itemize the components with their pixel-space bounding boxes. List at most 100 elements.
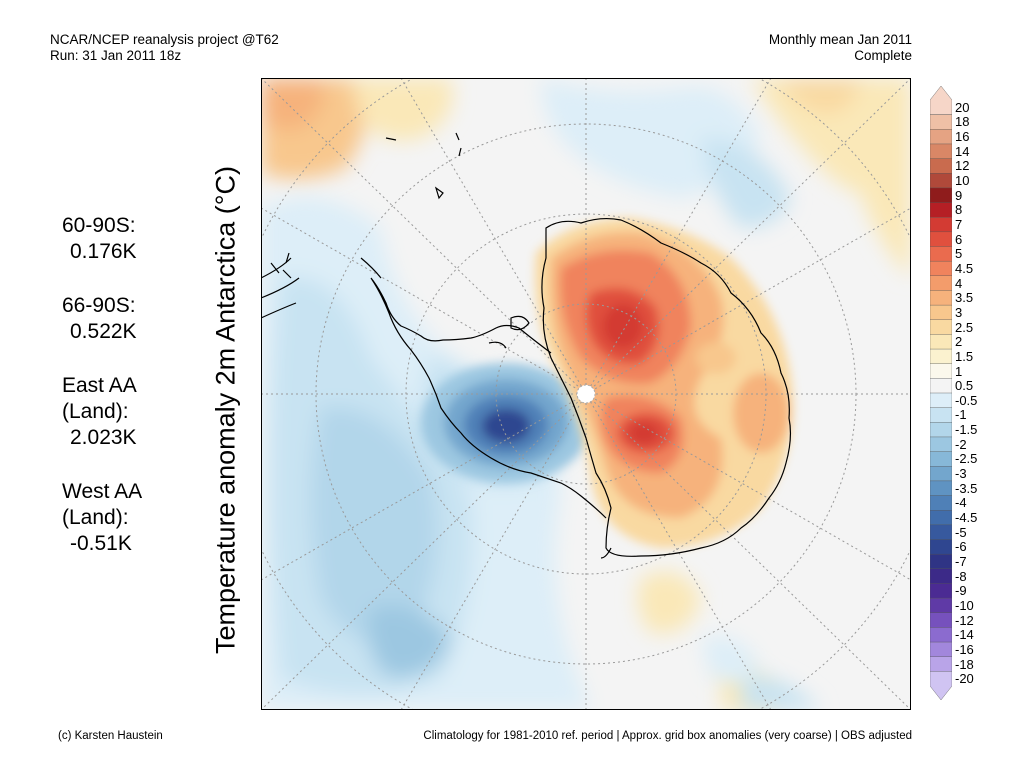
colorbar-label: 2.5 — [955, 319, 974, 335]
colorbar-labels: 20 18 16 14 12 10 9 8 7 6 5 4.5 4 3.5 3 2.5 2 1.5 1 0.5 -0.5… — [955, 86, 1015, 700]
colorbar-label: -9 — [955, 583, 967, 599]
vertical-title: Temperature anomaly 2m Antarctica (°C) — [210, 166, 241, 654]
colorbar-label: 6 — [955, 231, 963, 247]
colorbar-label: -14 — [955, 627, 974, 643]
colorbar-label: 1 — [955, 363, 963, 379]
header-right: Monthly mean Jan 2011 Complete — [769, 32, 912, 64]
colorbar-swatch — [930, 627, 952, 643]
colorbar-swatch — [930, 173, 952, 189]
colorbar-swatch — [930, 641, 952, 658]
colorbar-swatch — [930, 290, 952, 306]
colorbar-swatch — [930, 114, 952, 130]
colorbar-swatch — [930, 392, 952, 409]
colorbar-label: -3 — [955, 466, 967, 482]
colorbar-label: -1.5 — [955, 422, 978, 438]
colorbar-label: 20 — [955, 99, 970, 115]
colorbar-label: 5 — [955, 246, 963, 262]
colorbar-label: 8 — [955, 202, 963, 218]
colorbar-swatch — [930, 187, 952, 204]
colorbar-label: 4 — [955, 275, 963, 291]
colorbar-swatch — [930, 407, 952, 423]
colorbar-label: -16 — [955, 641, 974, 657]
colorbar-swatch — [930, 129, 952, 145]
colorbar-label: -4 — [955, 495, 967, 511]
stats-panel: 60-90S: 0.176K 66-90S: 0.522K East AA (L… — [62, 213, 172, 585]
header-period: Monthly mean Jan 2011 — [768, 32, 912, 47]
stat-value: 2.023K — [70, 426, 137, 449]
colorbar-swatch — [930, 466, 952, 482]
stat-66-90s: 66-90S: 0.522K — [62, 293, 172, 345]
stat-label: East AA (Land): — [62, 374, 136, 423]
colorbar-swatch — [930, 348, 952, 365]
colorbar-label: 0.5 — [955, 378, 974, 394]
colorbar-swatch — [930, 656, 952, 673]
colorbar-swatch — [930, 436, 952, 453]
colorbar-swatch — [930, 480, 952, 497]
colorbar-label: -0.5 — [955, 392, 978, 408]
colorbar-label: 9 — [955, 187, 963, 203]
colorbar-label: 3.5 — [955, 290, 974, 306]
colorbar-swatch — [930, 319, 952, 336]
colorbar-label: -8 — [955, 568, 967, 584]
colorbar-swatch — [930, 553, 952, 570]
colorbar-swatch — [930, 378, 952, 394]
footer-note: Climatology for 1981-2010 ref. period | … — [423, 730, 912, 742]
colorbar-swatch — [930, 231, 952, 248]
colorbar-label: -12 — [955, 612, 974, 628]
header-status: Complete — [854, 48, 912, 63]
colorbar-swatch — [930, 158, 952, 174]
header-left: NCAR/NCEP reanalysis project @T62 Run: 3… — [50, 32, 279, 64]
colorbar-swatch — [930, 597, 952, 614]
west-antarctica-cold-core — [421, 363, 591, 483]
map-border — [261, 78, 911, 710]
header-project: NCAR/NCEP reanalysis project @T62 — [50, 32, 279, 47]
colorbar-swatch — [930, 334, 952, 350]
colorbar-swatch — [930, 539, 952, 555]
stat-west-aa: West AA (Land): -0.51K — [62, 479, 172, 557]
colorbar-swatch — [930, 143, 952, 160]
colorbar-label: 10 — [955, 173, 970, 189]
colorbar-label: -20 — [955, 671, 974, 687]
colorbar-swatch — [930, 422, 952, 438]
colorbar-swatch — [930, 495, 952, 511]
colorbar-label: -6 — [955, 539, 967, 555]
stat-label: West AA (Land): — [62, 480, 141, 529]
colorbar-swatch — [930, 583, 952, 599]
colorbar-swatch — [930, 202, 952, 218]
colorbar-swatch — [930, 612, 952, 629]
colorbar-label: 12 — [955, 158, 970, 174]
colorbar-label: -10 — [955, 597, 974, 613]
colorbar-swatch — [930, 568, 952, 585]
stat-value: 0.522K — [70, 320, 137, 343]
south-pole-marker — [576, 384, 596, 404]
colorbar-label: -2 — [955, 436, 967, 452]
colorbar — [930, 86, 952, 700]
colorbar-swatch — [930, 246, 952, 262]
colorbar-label: 3 — [955, 304, 963, 320]
colorbar-label: -1 — [955, 407, 967, 423]
colorbar-label: -3.5 — [955, 480, 978, 496]
colorbar-swatch — [930, 510, 952, 526]
footer-credit: (c) Karsten Haustein — [58, 730, 163, 742]
colorbar-label: -5 — [955, 524, 967, 540]
colorbar-label: 18 — [955, 114, 970, 130]
header-run: Run: 31 Jan 2011 18z — [50, 48, 182, 63]
colorbar-swatch — [930, 275, 952, 292]
stat-value: 0.176K — [70, 240, 137, 263]
stat-60-90s: 60-90S: 0.176K — [62, 213, 172, 265]
colorbar-swatch — [930, 363, 952, 380]
colorbar-swatch — [930, 451, 952, 467]
colorbar-label: 2 — [955, 334, 963, 350]
colorbar-label: 4.5 — [955, 260, 974, 276]
stat-label: 66-90S: — [62, 294, 136, 317]
colorbar-label: 16 — [955, 129, 970, 145]
antarctica-coastline — [261, 132, 792, 559]
antarctica-anomaly-map — [261, 78, 911, 710]
colorbar-label: -7 — [955, 553, 967, 569]
colorbar-swatch — [930, 671, 952, 700]
colorbar-label: 7 — [955, 217, 963, 233]
colorbar-swatch — [930, 86, 952, 115]
colorbar-swatch — [930, 524, 952, 541]
stat-value: -0.51K — [70, 532, 132, 555]
colorbar-label: -18 — [955, 656, 974, 672]
